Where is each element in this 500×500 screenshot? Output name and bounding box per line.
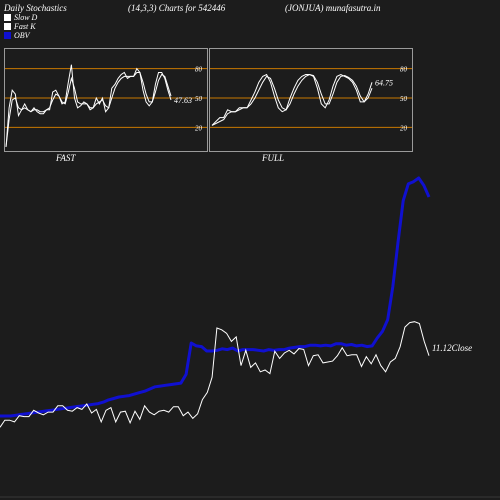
legend-item-obv: OBV [4,31,37,40]
full-tick-label-80: 80 [400,66,408,74]
close-line [0,321,430,428]
chart-params: (14,3,3) Charts for 542446 [128,3,226,13]
full-stochastic-panel [209,48,413,152]
full-panel-label: FULL [262,153,285,163]
legend-swatch-fast-k [4,23,11,30]
fast-panel-label: FAST [56,153,76,163]
fast-tick-label-20: 20 [195,124,203,132]
full-series-line-1 [211,73,373,126]
fast-tick-label-50: 50 [195,95,203,103]
chart-title: Daily Stochastics [4,3,67,13]
legend-swatch-obv [4,32,11,39]
close-value-label: 11.12Close [432,343,472,353]
full-last-value-label: 64.75 [375,78,393,87]
legend-item-fast-k: Fast K [4,22,37,31]
full-tick-label-20: 20 [400,124,408,132]
legend-label-fast-k: Fast K [14,22,36,31]
fast-series-line-1 [5,72,172,148]
fast-stochastic-panel [4,48,208,152]
full-series-line-0 [211,73,373,126]
legend: Slow D Fast K OBV [4,13,37,40]
obv-line [0,176,431,418]
fast-last-value-label: 47.63 [174,96,192,105]
legend-swatch-slow-d [4,14,11,21]
legend-item-slow-d: Slow D [4,13,37,22]
full-tick-label-50: 50 [400,95,408,103]
legend-label-obv: OBV [14,31,30,40]
fast-series-line-0 [5,64,172,148]
fast-tick-label-80: 80 [195,66,203,74]
legend-label-slow-d: Slow D [14,13,38,22]
chart-source: (JONJUA) munafasutra.in [285,3,381,13]
